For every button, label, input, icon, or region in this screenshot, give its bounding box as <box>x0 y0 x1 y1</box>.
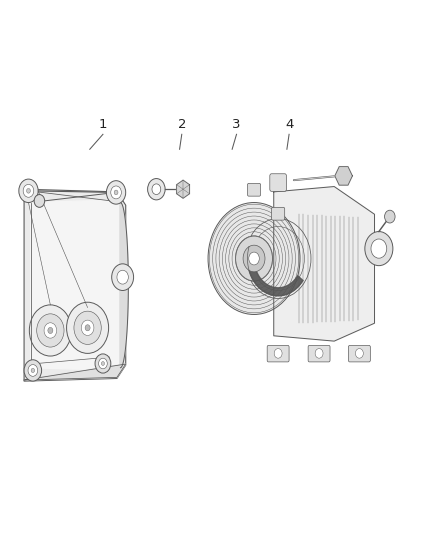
Circle shape <box>385 210 395 223</box>
Circle shape <box>29 305 71 356</box>
Text: 2: 2 <box>177 118 186 131</box>
Circle shape <box>31 368 35 373</box>
Circle shape <box>99 358 107 369</box>
Polygon shape <box>335 167 352 185</box>
Circle shape <box>152 184 161 195</box>
FancyBboxPatch shape <box>348 345 370 362</box>
Circle shape <box>106 181 126 204</box>
Circle shape <box>28 365 38 376</box>
FancyBboxPatch shape <box>270 174 286 191</box>
Circle shape <box>236 236 272 281</box>
Circle shape <box>101 361 105 366</box>
Text: 4: 4 <box>285 118 293 131</box>
Circle shape <box>74 311 101 344</box>
FancyBboxPatch shape <box>247 183 261 196</box>
Circle shape <box>208 203 300 314</box>
Circle shape <box>27 189 30 193</box>
Text: 3: 3 <box>232 118 241 131</box>
Circle shape <box>315 349 323 358</box>
Circle shape <box>356 349 364 358</box>
Circle shape <box>117 270 128 284</box>
Circle shape <box>81 320 94 335</box>
Circle shape <box>23 184 34 197</box>
Circle shape <box>95 354 111 373</box>
Polygon shape <box>247 247 303 296</box>
Polygon shape <box>24 189 126 381</box>
Circle shape <box>274 349 282 358</box>
Polygon shape <box>274 187 374 341</box>
Circle shape <box>48 327 53 334</box>
Circle shape <box>37 314 64 347</box>
Circle shape <box>371 239 387 258</box>
FancyBboxPatch shape <box>308 345 330 362</box>
Polygon shape <box>24 364 126 380</box>
Circle shape <box>44 323 57 338</box>
FancyBboxPatch shape <box>272 207 285 220</box>
Circle shape <box>112 264 134 290</box>
Circle shape <box>24 360 42 381</box>
Circle shape <box>111 186 121 199</box>
Text: 1: 1 <box>99 118 107 131</box>
Circle shape <box>114 190 118 195</box>
Circle shape <box>34 195 45 207</box>
Circle shape <box>365 231 393 265</box>
Polygon shape <box>31 200 120 370</box>
FancyBboxPatch shape <box>267 345 289 362</box>
Circle shape <box>148 179 165 200</box>
Polygon shape <box>120 200 128 370</box>
Polygon shape <box>177 180 190 198</box>
Circle shape <box>19 179 38 203</box>
Circle shape <box>243 245 265 272</box>
Circle shape <box>85 325 90 331</box>
Circle shape <box>67 302 109 353</box>
Circle shape <box>249 252 259 265</box>
